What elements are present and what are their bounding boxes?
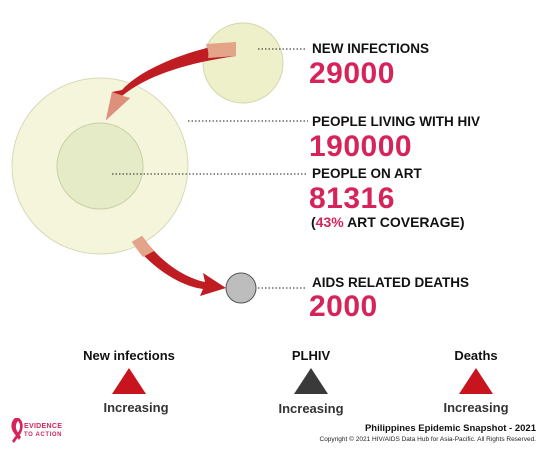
art-coverage: (43% ART COVERAGE) — [311, 214, 465, 230]
trend-status-new-infections: Increasing — [103, 400, 169, 415]
art-label: PEOPLE ON ART — [312, 166, 422, 181]
trend-triangle-deaths — [459, 368, 493, 394]
new-infections-label: NEW INFECTIONS — [312, 41, 429, 56]
trend-title-plhiv: PLHIV — [291, 348, 331, 363]
infection-arrow-tail — [206, 42, 236, 58]
trend-triangle-new-infections — [112, 368, 146, 394]
art-value: 81316 — [309, 182, 395, 215]
art-coverage-percent: 43% — [315, 214, 344, 230]
trend-title-new-infections: New infections — [83, 348, 175, 363]
red-ribbon-icon — [11, 418, 23, 443]
plhiv-label: PEOPLE LIVING WITH HIV — [312, 114, 481, 129]
trend-title-deaths: Deaths — [454, 348, 498, 363]
new-infections-value: 29000 — [309, 57, 395, 90]
death-arrow-tail — [132, 236, 154, 257]
new-infections-circle — [202, 22, 284, 104]
trend-status-plhiv: Increasing — [278, 401, 344, 416]
infection-arrow-head-tint — [106, 92, 130, 120]
infection-arrow — [106, 42, 236, 120]
footer-copyright: Copyright © 2021 HIV/AIDS Data Hub for A… — [319, 436, 537, 443]
art-circle — [56, 122, 144, 210]
deaths-value: 2000 — [309, 290, 378, 323]
trend-status-deaths: Increasing — [443, 400, 509, 415]
logo-line1: EVIDENCE — [24, 423, 63, 430]
deaths-circle — [225, 272, 257, 304]
footer-title: Philippines Epidemic Snapshot - 2021 — [364, 423, 536, 434]
logo-line2: TO ACTION — [24, 432, 63, 438]
plhiv-value: 190000 — [309, 130, 413, 163]
trend-triangle-plhiv — [294, 368, 328, 394]
deaths-label: AIDS RELATED DEATHS — [312, 275, 470, 290]
